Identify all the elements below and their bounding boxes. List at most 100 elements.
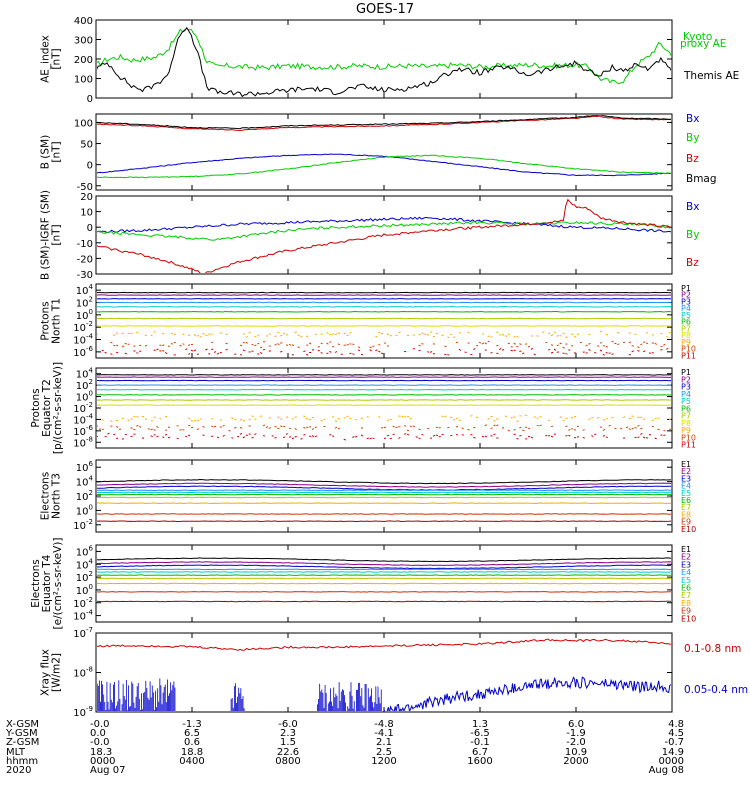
flux-fragment <box>441 415 444 418</box>
flux-fragment <box>234 418 237 421</box>
legend-e6: E6 <box>681 584 691 593</box>
flux-fragment <box>202 425 205 428</box>
flux-fragment <box>421 433 424 436</box>
flux-fragment <box>550 435 554 438</box>
flux-fragment <box>360 427 364 429</box>
x-cell-value: -6.5 <box>470 728 490 739</box>
flux-line-p8 <box>97 325 671 327</box>
legend-kyoto: Kyoto <box>683 31 712 43</box>
flux-fragment <box>300 438 303 440</box>
y-tick-label: 10-2 <box>73 596 93 610</box>
x-cell-value: Aug 07 <box>90 765 125 776</box>
x-axis-table: X-GSMY-GSMZ-GSMMLThhmm2020-0.00.0-0.018.… <box>5 719 684 776</box>
flux-fragment <box>185 435 188 438</box>
flux-fragment <box>225 348 228 351</box>
legend-e4: E4 <box>681 482 691 491</box>
flux-fragment <box>668 418 671 421</box>
flux-fragment <box>496 424 499 427</box>
flux-fragment <box>637 424 640 427</box>
flux-fragment <box>637 349 640 352</box>
legend-p8: P8 <box>681 419 691 428</box>
flux-fragment <box>412 425 416 428</box>
legend-p4: P4 <box>681 390 691 399</box>
flux-fragment <box>283 436 286 439</box>
flux-line-e5 <box>97 491 671 494</box>
flux-fragment <box>136 331 139 334</box>
flux-fragment <box>556 344 559 347</box>
flux-fragment <box>444 415 447 418</box>
x-cell-value: 6.7 <box>472 747 488 758</box>
flux-fragment <box>487 340 490 343</box>
y-tick-label: 10 <box>80 208 93 219</box>
flux-fragment <box>533 416 536 418</box>
flux-fragment <box>334 420 338 422</box>
flux-fragment <box>354 435 358 438</box>
legend-p6: P6 <box>681 318 691 327</box>
flux-fragment <box>455 425 459 428</box>
flux-fragment <box>450 333 453 336</box>
flux-fragment <box>242 419 246 422</box>
flux-fragment <box>115 332 119 335</box>
flux-fragment <box>303 426 306 429</box>
x-cell-value: -0.7 <box>664 737 684 748</box>
flux-fragment <box>475 416 479 419</box>
flux-fragment <box>418 333 421 336</box>
flux-fragment <box>620 427 623 430</box>
flux-fragment <box>588 333 591 336</box>
legend-short-channel: 0.05-0.4 nm <box>684 684 748 696</box>
flux-fragment <box>628 341 631 344</box>
flux-fragment <box>248 418 251 421</box>
flux-fragment <box>213 351 217 353</box>
y-tick-label: 10-7 <box>73 626 93 640</box>
flux-fragment <box>320 333 323 335</box>
y-tick-label: 102 <box>76 378 93 392</box>
flux-fragment <box>280 334 283 337</box>
flux-fragment <box>473 348 476 350</box>
flux-line-p5 <box>97 306 671 308</box>
flux-fragment <box>239 427 243 429</box>
y-axis-label: B (SM)-IGRF (SM) <box>40 190 52 280</box>
flux-fragment <box>498 348 502 351</box>
flux-fragment <box>548 348 551 351</box>
series-line-bmag <box>97 115 671 130</box>
flux-fragment <box>179 344 182 347</box>
flux-fragment <box>605 351 608 354</box>
x-cell-value: 0400 <box>179 756 204 767</box>
flux-fragment <box>640 427 643 430</box>
legend-e9: E9 <box>681 518 691 527</box>
flux-fragment <box>329 333 332 336</box>
flux-fragment <box>470 434 473 436</box>
y-tick-label: 10-2 <box>73 518 93 532</box>
legend-proxy-ae: proxy AE <box>680 38 726 50</box>
flux-fragment <box>550 425 554 428</box>
flux-fragment <box>663 343 666 346</box>
flux-fragment <box>268 350 271 352</box>
legend-by: By <box>686 132 699 144</box>
flux-fragment <box>124 352 128 355</box>
x-cell-value: 0.0 <box>90 728 106 739</box>
y-tick-label: 300 <box>74 36 93 47</box>
y-tick-label: 104 <box>76 283 94 297</box>
flux-fragment <box>556 334 560 337</box>
legend-p3: P3 <box>681 383 691 392</box>
y-tick-label: 102 <box>76 570 93 584</box>
y-axis-label: B (SM) <box>40 135 52 169</box>
legend-e8: E8 <box>681 599 691 608</box>
legend-bz: Bz <box>686 257 699 269</box>
flux-fragment <box>513 433 516 436</box>
flux-fragment <box>141 437 145 439</box>
series-line-bz <box>97 198 671 273</box>
x-cell-value: 6.5 <box>184 728 200 739</box>
legend-p9: P9 <box>681 338 691 347</box>
flux-line-e1 <box>97 557 671 563</box>
legend-p2: P2 <box>681 375 691 384</box>
flux-fragment <box>248 425 251 427</box>
flux-fragment <box>478 341 482 344</box>
flux-fragment <box>297 346 300 348</box>
y-tick-label: 10-2 <box>73 320 93 334</box>
flux-fragment <box>254 433 257 435</box>
flux-fragment <box>219 332 223 334</box>
flux-fragment <box>260 415 263 417</box>
legend-bx: Bx <box>686 201 699 213</box>
y-tick-label: 100 <box>76 390 93 404</box>
